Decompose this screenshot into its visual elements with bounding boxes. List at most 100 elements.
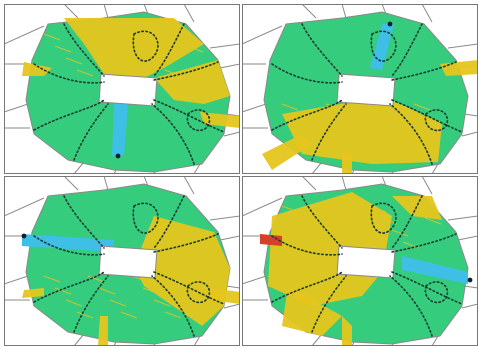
crowd-region xyxy=(262,134,312,170)
street-edge xyxy=(463,113,478,117)
flow-stroke xyxy=(413,103,431,111)
flow-stroke xyxy=(281,103,299,111)
street-edge xyxy=(242,103,267,113)
pedestrian-path xyxy=(311,275,347,333)
active-corridor xyxy=(112,104,128,156)
source-point xyxy=(387,21,393,27)
flow-stroke xyxy=(292,115,310,123)
street-edge xyxy=(183,176,195,195)
panel-b xyxy=(242,4,478,174)
pedestrian-path xyxy=(311,103,347,161)
flow-stroke xyxy=(98,45,116,53)
street-edge xyxy=(4,275,29,285)
flow-stroke xyxy=(65,57,83,65)
flow-stroke xyxy=(314,139,332,147)
flow-stroke xyxy=(303,229,321,237)
crowd-region xyxy=(210,288,240,304)
pedestrian-path xyxy=(391,271,463,305)
street-edge xyxy=(223,131,240,137)
flow-stroke xyxy=(120,311,138,319)
flow-stroke xyxy=(54,45,72,53)
pedestrian-path xyxy=(389,275,433,337)
pedestrian-path xyxy=(301,23,343,77)
flow-stroke xyxy=(380,115,398,123)
street-edge xyxy=(73,333,85,346)
street-edge xyxy=(431,163,439,174)
pedestrian-path xyxy=(424,109,449,132)
street-edge xyxy=(223,303,240,309)
central-obstacle xyxy=(98,73,158,107)
flow-stroke xyxy=(87,275,105,283)
pedestrian-path xyxy=(391,99,463,133)
pedestrian-path xyxy=(63,195,105,249)
pedestrian-path xyxy=(153,271,225,305)
flow-stroke xyxy=(120,69,138,77)
flow-stroke xyxy=(186,45,204,53)
flow-stroke xyxy=(402,139,420,147)
street-edge xyxy=(183,4,195,23)
pedestrian-path xyxy=(33,271,105,303)
flow-stroke xyxy=(336,115,354,123)
street-edge xyxy=(63,176,79,191)
pedestrian-path xyxy=(391,233,457,253)
pedestrian-path xyxy=(153,99,225,133)
flow-stroke xyxy=(76,69,94,77)
street-edge xyxy=(103,176,109,191)
flow-stroke xyxy=(164,311,182,319)
flow-stroke xyxy=(131,33,149,41)
street-edge xyxy=(421,176,433,195)
street-edge xyxy=(311,333,323,346)
central-obstacle xyxy=(336,245,396,279)
street-edge xyxy=(219,63,240,69)
pedestrian-path xyxy=(153,23,185,77)
flow-stroke xyxy=(142,287,160,295)
street-edge xyxy=(447,215,478,221)
crowd-region xyxy=(342,316,352,346)
panel-c xyxy=(4,176,240,346)
flow-stroke xyxy=(109,299,127,307)
flow-stroke xyxy=(369,205,387,213)
pedestrian-path xyxy=(63,23,105,77)
active-corridor xyxy=(22,234,114,252)
pedestrian-path xyxy=(33,63,105,84)
street-edge xyxy=(219,235,240,241)
street-edge xyxy=(447,43,478,49)
crowd-region xyxy=(200,112,240,128)
crowd-region xyxy=(22,62,52,76)
street-edge xyxy=(209,43,240,49)
flow-stroke xyxy=(98,287,116,295)
street-edge xyxy=(242,275,267,285)
street-edge xyxy=(103,4,109,19)
street-edge xyxy=(242,197,283,217)
flow-stroke xyxy=(325,103,343,111)
flow-stroke xyxy=(424,217,442,225)
active-corridor xyxy=(402,256,468,284)
crowd-region xyxy=(154,60,230,104)
pedestrian-path xyxy=(153,61,219,81)
flow-stroke xyxy=(76,311,94,319)
pedestrian-path xyxy=(33,235,105,256)
crowd-region xyxy=(342,154,352,174)
flow-stroke xyxy=(391,229,409,237)
pedestrian-path xyxy=(370,202,397,234)
pedestrian-path xyxy=(389,103,433,165)
flow-stroke xyxy=(347,229,365,237)
pedestrian-path xyxy=(151,103,195,165)
pedestrian-path xyxy=(271,99,343,131)
source-point xyxy=(115,153,121,159)
pedestrian-path xyxy=(132,30,159,62)
pedestrian-path xyxy=(271,271,343,303)
crowd-region xyxy=(392,196,442,220)
flow-stroke xyxy=(336,217,354,225)
street-edge xyxy=(341,176,347,191)
flow-stroke xyxy=(292,217,310,225)
flow-stroke xyxy=(358,139,376,147)
pedestrian-path xyxy=(73,103,109,161)
flow-stroke xyxy=(325,205,343,213)
flow-stroke xyxy=(153,57,171,65)
flow-stroke xyxy=(54,287,72,295)
panel-d xyxy=(242,176,478,346)
street-edge xyxy=(311,161,323,174)
street-edge xyxy=(63,4,79,19)
pedestrian-path xyxy=(391,23,423,77)
